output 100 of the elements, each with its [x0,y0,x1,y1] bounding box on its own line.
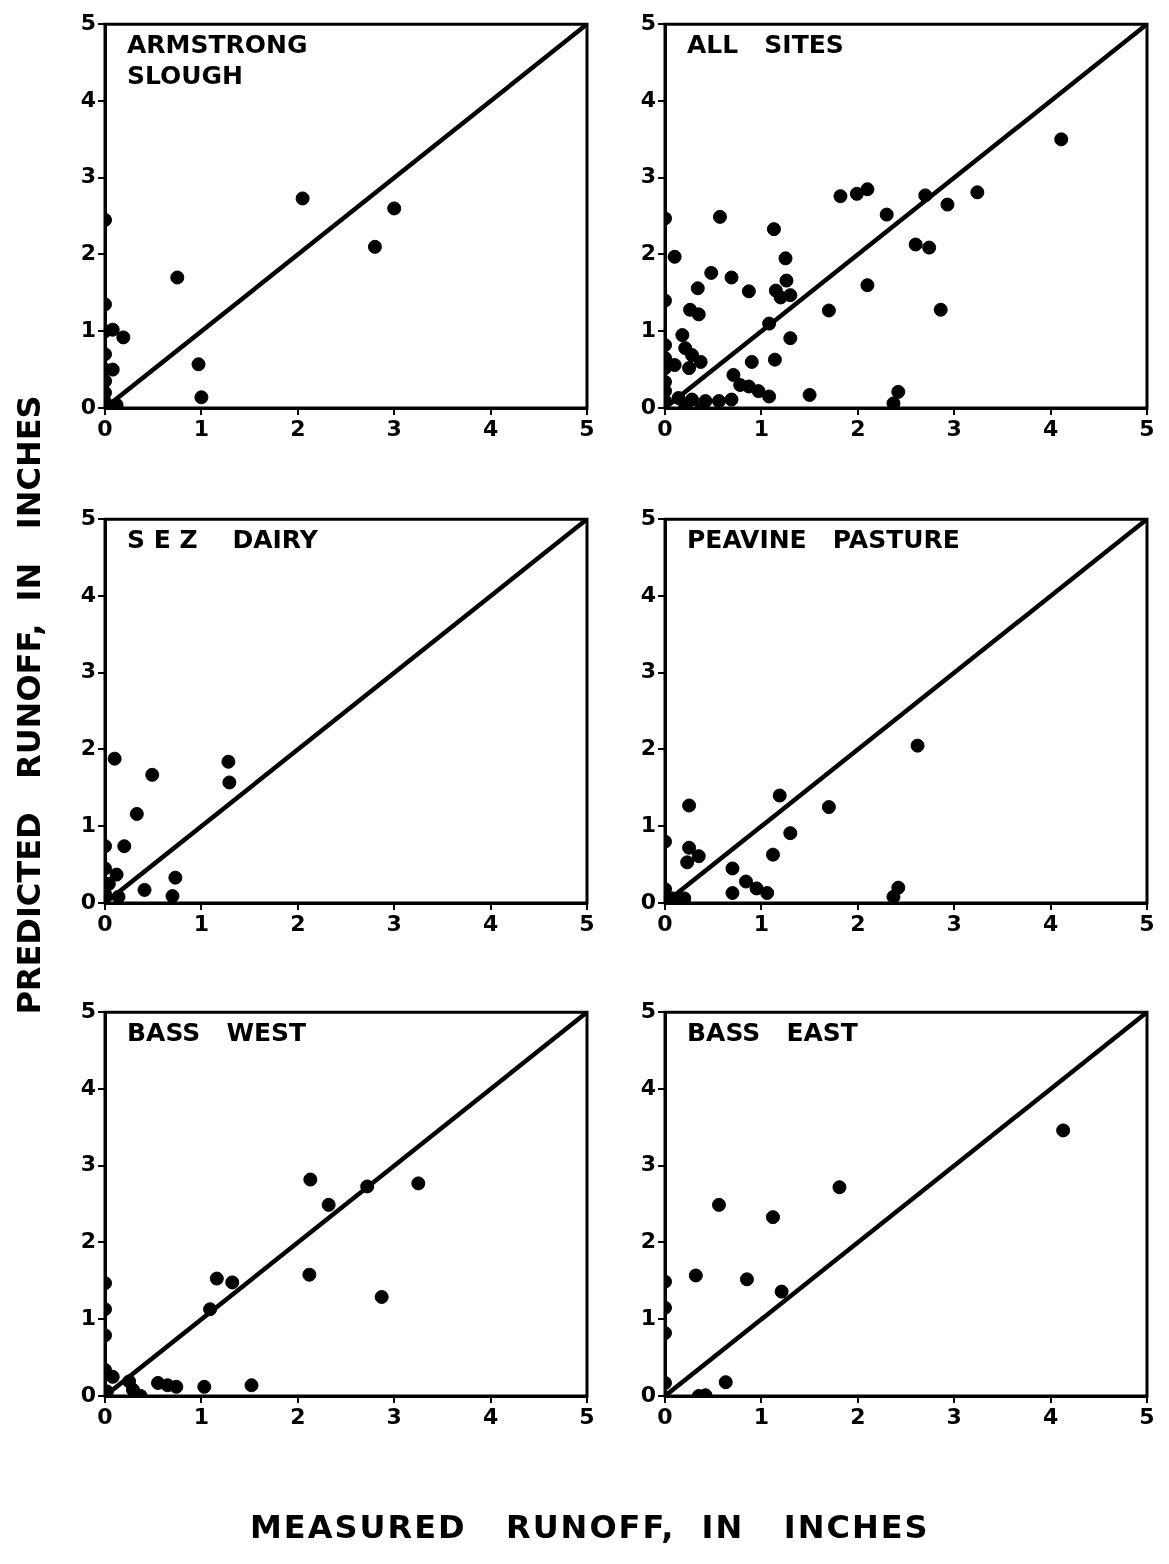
y-tick-label: 1 [640,316,656,342]
point [891,384,906,399]
point [821,303,836,318]
point [711,1197,726,1212]
y-tick-label: 3 [80,163,96,189]
x-tick-label: 0 [97,910,113,936]
y-tick-label: 4 [640,581,656,607]
x-tick-label: 0 [657,1403,673,1429]
point [360,1179,375,1194]
chart-title: PEAVINE PASTURE [687,524,960,556]
point [774,1284,789,1299]
x-tick-label: 2 [290,415,306,441]
point [738,874,753,889]
point [682,840,697,855]
point [860,182,875,197]
chart-title: BASS EAST [687,1017,858,1049]
point [765,1210,780,1225]
point [682,798,697,813]
x-tick-label: 1 [193,415,210,441]
y-tick-label: 4 [640,86,656,112]
point [691,307,706,322]
point [751,384,766,399]
point [802,387,817,402]
text: ARMSTRONG SLOUGH [127,29,308,92]
point [724,270,739,285]
y-tick-label: 1 [640,811,656,837]
point [910,738,925,753]
point [725,886,740,901]
point [766,222,781,237]
y-tick-label: 5 [640,504,656,530]
point [940,197,955,212]
x-tick-label: 4 [1042,910,1059,936]
point [762,316,777,331]
x-tick-label: 0 [657,910,673,936]
x-axis-title: MEASURED RUNOFF, IN INCHES [250,1508,930,1546]
point [879,207,894,222]
point [221,754,236,769]
point [908,237,923,252]
point [778,251,793,266]
point [849,186,864,201]
x-tick-label: 4 [482,415,499,441]
y-tick-label: 5 [640,9,656,35]
x-tick-label: 1 [193,1403,210,1429]
y-tick-label: 1 [80,811,96,837]
point [886,396,901,408]
y-tick-label: 0 [640,393,656,419]
point [321,1197,336,1212]
point [772,788,787,803]
point [725,861,740,876]
x-tick-label: 4 [482,1403,499,1429]
point [690,281,705,296]
point [222,775,237,790]
point [783,331,798,346]
point [762,389,777,404]
y-tick-label: 3 [640,1151,656,1177]
y-tick-label: 0 [640,1381,656,1407]
y-tick-label: 2 [640,735,656,761]
point [749,881,764,896]
point [209,1271,224,1286]
point [860,278,875,293]
point [125,1382,140,1396]
point [922,240,937,255]
point [303,1172,318,1187]
point [691,849,706,864]
point [704,265,719,280]
point [724,392,739,407]
x-tick-label: 3 [386,910,402,936]
point [833,189,848,204]
x-tick-label: 2 [290,1403,306,1429]
point [744,354,759,369]
x-tick-label: 2 [850,910,866,936]
x-tick-label: 3 [946,910,962,936]
y-tick-label: 5 [80,997,96,1023]
point [1054,132,1069,147]
point [165,889,180,903]
x-tick-label: 5 [1139,910,1155,936]
x-tick-label: 5 [1139,1403,1155,1429]
point [170,270,185,285]
y-tick-label: 0 [640,888,656,914]
point [295,191,310,206]
x-tick-label: 1 [753,415,770,441]
y-axis-title: PREDICTED RUNOFF, IN INCHES [9,395,48,1015]
point [970,185,985,200]
point [169,1379,184,1394]
x-tick-label: 1 [753,910,770,936]
chart-title: BASS WEST [127,1017,307,1049]
point [203,1302,218,1317]
point [779,273,794,288]
point [129,806,144,821]
y-tick-label: 3 [80,1151,96,1177]
point [302,1267,317,1282]
point [712,209,727,224]
x-tick-label: 3 [946,415,962,441]
y-tick-label: 1 [80,1304,96,1330]
point [197,1379,212,1394]
point [387,201,402,216]
y-tick-label: 3 [80,658,96,684]
x-tick-label: 0 [97,1403,113,1429]
point [741,284,756,299]
point [105,1369,120,1384]
